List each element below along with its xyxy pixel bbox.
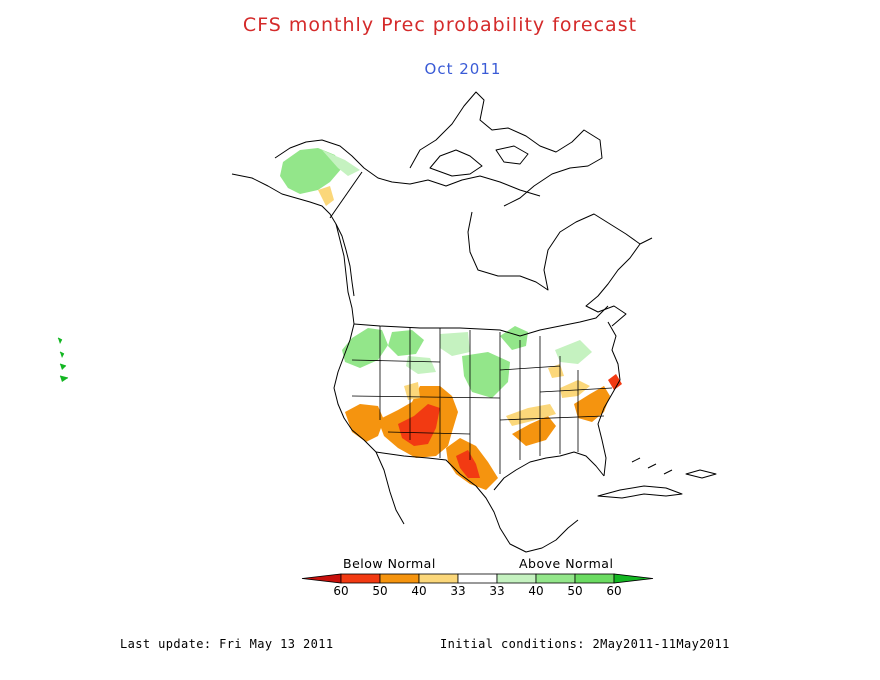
- carolinas-below-normal-area: [574, 386, 610, 422]
- nebraska-light-above-area: [406, 356, 436, 374]
- legend-tick-label: 33: [489, 584, 504, 598]
- state-boundaries: [351, 326, 613, 474]
- legend-swatch-above-50: [574, 573, 615, 584]
- legend-swatch-normal: [457, 573, 498, 584]
- gulf-below-normal-area: [512, 416, 556, 446]
- north-plains-above-normal-area: [388, 330, 424, 356]
- legend-tick-label: 60: [606, 584, 621, 598]
- texas-strong-below-area: [456, 450, 480, 478]
- legend-arrow-below-60: [301, 573, 342, 584]
- utah-below-normal-area: [404, 382, 420, 400]
- gulf-light-below-area: [506, 404, 556, 426]
- probability-shading: [58, 148, 622, 490]
- legend-swatch-below-40: [379, 573, 420, 584]
- initial-conditions-text: Initial conditions: 2May2011-11May2011: [440, 637, 730, 651]
- four-corners-strong-below-area: [398, 404, 440, 446]
- us-west-coast: [333, 323, 405, 525]
- legend-tick-label: 50: [567, 584, 582, 598]
- legend-tick-label: 33: [450, 584, 465, 598]
- mexico-border-and-gulf: [375, 451, 579, 553]
- below-normal-label: Below Normal: [343, 556, 436, 571]
- legend-swatch-above-40: [535, 573, 576, 584]
- bahamas-outline: [631, 457, 673, 475]
- alaska-below-normal-spot: [318, 186, 334, 206]
- alaska-canada-border: [329, 171, 363, 219]
- legend-tick-label: 50: [372, 584, 387, 598]
- western-canada-coastline: [335, 223, 355, 325]
- dakotas-above-normal-area: [440, 332, 470, 356]
- legend-tick-label: 60: [333, 584, 348, 598]
- legend-tick-label: 40: [528, 584, 543, 598]
- midatlantic-light-below-area: [560, 380, 590, 398]
- legend-swatch-below-50: [340, 573, 381, 584]
- alaska-coastline: [231, 173, 355, 297]
- alaska-north-coastline: [274, 139, 541, 197]
- northeast-above-normal-area: [555, 340, 592, 364]
- hudson-bay-coastline: [467, 211, 653, 291]
- map-subtitle: Oct 2011: [424, 60, 502, 78]
- map-title: CFS monthly Prec probability forecast: [242, 14, 638, 36]
- legend-swatch-above-33: [496, 573, 537, 584]
- northwest-above-normal-area: [342, 328, 388, 368]
- midwest-above-normal-area: [462, 352, 510, 398]
- east-coast: [597, 321, 621, 477]
- alaska-above-normal-light: [322, 150, 360, 176]
- cuba-outline: [597, 485, 683, 499]
- virginia-strong-below-area: [608, 374, 622, 390]
- map-outlines: [57, 91, 717, 553]
- above-normal-label: Above Normal: [519, 556, 614, 571]
- legend-swatch-below-33: [418, 573, 459, 584]
- labrador-coastline: [585, 243, 641, 327]
- alaska-above-normal-area: [280, 148, 342, 194]
- gulf-coast: [493, 451, 605, 491]
- arctic-islands: [409, 91, 603, 207]
- hispaniola-outline: [685, 469, 717, 479]
- legend-tick-label: 40: [411, 584, 426, 598]
- hawaii-outline: [57, 337, 69, 379]
- last-update-text: Last update: Fri May 13 2011: [120, 637, 334, 651]
- us-canada-border: [353, 305, 609, 337]
- legend-arrow-above-60: [613, 573, 654, 584]
